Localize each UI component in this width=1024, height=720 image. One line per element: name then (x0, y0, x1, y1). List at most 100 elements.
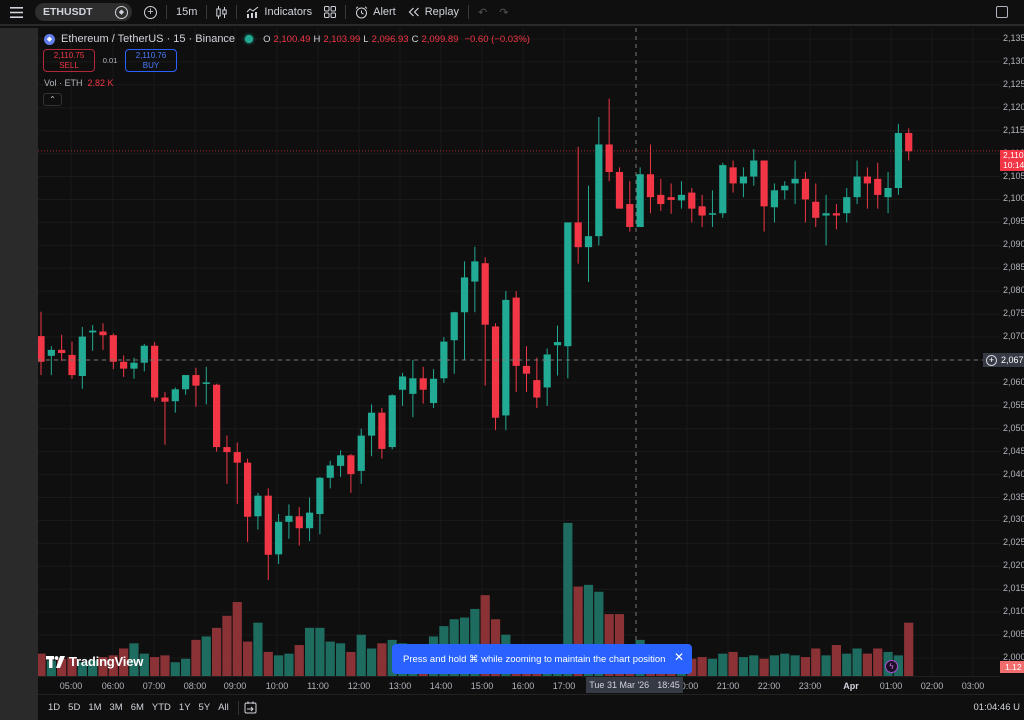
range-button-1y[interactable]: 1Y (178, 702, 191, 713)
price-tick: 2,060 (1003, 376, 1024, 387)
low-value: 2,096.93 (371, 33, 409, 45)
range-button-ytd[interactable]: YTD (151, 702, 171, 713)
price-tick: 2,015 (1003, 583, 1024, 594)
open-key: O (263, 33, 271, 45)
chart-pane[interactable] (38, 28, 1024, 692)
time-axis[interactable]: 05:00 06:00 07:00 08:00 09:00 10:00 11:00 12:00… (38, 676, 1000, 694)
range-button-5d[interactable]: 5D (68, 702, 81, 713)
rewind-icon (408, 7, 419, 17)
price-tick: 2,035 (1003, 491, 1024, 502)
price-tick: 2,080 (1003, 285, 1024, 296)
buy-button[interactable]: 2,110.76 BUY (125, 49, 177, 72)
high-key: H (313, 33, 321, 45)
toolbar-divider (467, 5, 469, 19)
alert-label: Alert (373, 6, 396, 18)
tradingview-logo[interactable]: TradingView (46, 654, 143, 669)
symbol-search-button[interactable]: ETHUSDT ◆ (35, 3, 132, 21)
range-button-1m[interactable]: 1M (88, 702, 102, 713)
price-tick: 2,115 (1003, 124, 1024, 135)
time-tick: 17:00 (552, 681, 576, 691)
sell-label: SELL (59, 60, 79, 70)
chart-type-button[interactable] (210, 0, 233, 25)
time-tick: 13:00 (388, 681, 412, 691)
time-tick: 21:00 (716, 681, 740, 691)
symbol-label: ETHUSDT (43, 6, 93, 18)
spread-value: 0.01 (102, 56, 118, 65)
price-tick: 2,135 (1003, 33, 1024, 43)
crosshair-time-label: Tue 31 Mar '26 18:45 (586, 677, 683, 693)
compare-symbol-button[interactable]: + (138, 0, 163, 25)
range-button-all[interactable]: All (218, 702, 229, 713)
redo-button[interactable]: ↷ (493, 0, 514, 25)
lightning-icon[interactable]: ϟ (885, 660, 898, 673)
time-tick: 06:00 (101, 681, 125, 691)
ohlc-values: O 2,100.49 H 2,103.99 L 2,096.93 C 2,099.89 … (263, 34, 530, 45)
price-tick: 2,130 (1003, 55, 1024, 66)
interval-label: 15m (176, 6, 198, 18)
range-button-1d[interactable]: 1D (48, 702, 61, 713)
time-tick: 03:00 (961, 681, 985, 691)
left-rail (0, 28, 38, 720)
alarm-clock-icon (355, 5, 368, 18)
range-button-3m[interactable]: 3M (109, 702, 123, 713)
indicators-label: Indicators (264, 6, 313, 18)
price-tick: 2,090 (1003, 239, 1024, 250)
price-tick: 2,095 (1003, 216, 1024, 227)
plus-circle-icon: + (144, 5, 157, 19)
time-tick: Apr (843, 681, 859, 691)
toolbar-divider (166, 5, 167, 19)
time-tick: 08:00 (183, 681, 207, 691)
price-tick: 2,010 (1003, 606, 1024, 617)
bottom-toolbar: 1D 5D 1M 3M 6M YTD 1Y 5Y All 01:04:46 U (38, 694, 1024, 720)
watchlist-diamond-icon[interactable]: ◆ (115, 5, 128, 19)
price-tick: 2,120 (1003, 101, 1024, 112)
price-axis[interactable]: 2,135 2,130 2,125 2,120 2,115 2,110 2,105 2,100… (1000, 28, 1024, 692)
time-tick: 14:00 (429, 681, 453, 691)
toast-message: Press and hold ⌘ while zooming to mainta… (403, 653, 666, 665)
range-button-5y[interactable]: 5Y (198, 702, 211, 713)
price-tick: 2,085 (1003, 262, 1024, 273)
candlestick-chart[interactable] (38, 28, 1000, 692)
sell-button[interactable]: 2,110.75 SELL (43, 49, 95, 72)
toolbar-divider (206, 5, 208, 19)
indicators-icon (247, 6, 259, 18)
close-key: C (411, 33, 419, 45)
price-tick: 2,025 (1003, 537, 1024, 548)
close-icon[interactable]: ✕ (673, 650, 684, 664)
tradingview-logo-icon (46, 655, 65, 668)
price-tick: 2,000 (1003, 651, 1024, 662)
top-toolbar: ETHUSDT ◆ + 15m Indicators Alert Replay … (0, 0, 1024, 26)
toolbar-divider (236, 5, 238, 19)
add-alert-plus-icon[interactable]: + (986, 354, 997, 366)
undo-icon: ↶ (477, 6, 488, 19)
price-tick: 2,005 (1003, 629, 1024, 640)
last-price-value: 2,110 (1003, 150, 1024, 160)
goto-date-button[interactable] (244, 701, 257, 714)
collapse-legend-button[interactable]: ⌃ (43, 93, 62, 106)
zoom-hint-toast: Press and hold ⌘ while zooming to mainta… (392, 644, 692, 674)
market-status-icon[interactable] (245, 35, 254, 43)
alert-button[interactable]: Alert (349, 0, 402, 25)
time-tick: 22:00 (757, 681, 781, 691)
range-buttons: 1D 5D 1M 3M 6M YTD 1Y 5Y All (38, 702, 233, 713)
price-tick: 2,040 (1003, 468, 1024, 479)
range-button-6m[interactable]: 6M (130, 702, 144, 713)
redo-icon: ↷ (499, 6, 509, 19)
undo-button[interactable]: ↶ (472, 0, 493, 25)
symbol-legend: ◆ Ethereum / TetherUS · 15 · Binance O 2,… (44, 33, 530, 45)
indicators-button[interactable]: Indicators (240, 0, 318, 25)
crosshair-price-value: 2,067 (1001, 355, 1024, 365)
clock[interactable]: 01:04:46 U (973, 702, 1020, 713)
time-tick: 07:00 (142, 681, 166, 691)
interval-button[interactable]: 15m (170, 0, 203, 25)
replay-label: Replay (424, 6, 459, 18)
logo-text: TradingView (69, 654, 144, 669)
menu-button[interactable] (0, 0, 29, 25)
volume-axis-label: 1.12 (1000, 661, 1024, 673)
time-tick: 10:00 (265, 681, 289, 691)
hamburger-icon (10, 6, 23, 18)
fullscreen-button[interactable] (990, 0, 1014, 25)
low-key: L (363, 33, 369, 45)
replay-button[interactable]: Replay (402, 0, 465, 25)
layouts-button[interactable] (318, 0, 342, 25)
